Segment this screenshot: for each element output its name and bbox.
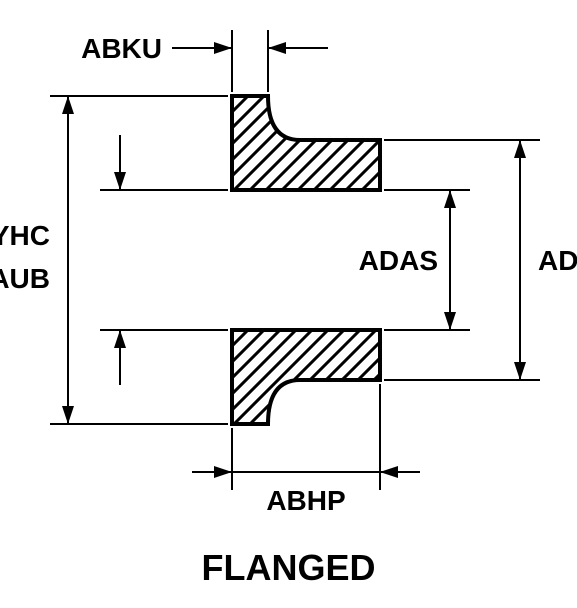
label-abku: ABKU xyxy=(81,33,162,64)
hatching xyxy=(138,96,552,190)
section-upper xyxy=(232,96,380,190)
label-aaub: AAUB xyxy=(0,263,50,294)
label-byhc: BYHC xyxy=(0,220,50,251)
title: FLANGED xyxy=(202,547,376,588)
label-abhp: ABHP xyxy=(266,485,345,516)
label-adar: ADAR xyxy=(538,245,577,276)
section-lower xyxy=(232,330,380,424)
label-adas: ADAS xyxy=(359,245,438,276)
hatching xyxy=(138,330,552,424)
